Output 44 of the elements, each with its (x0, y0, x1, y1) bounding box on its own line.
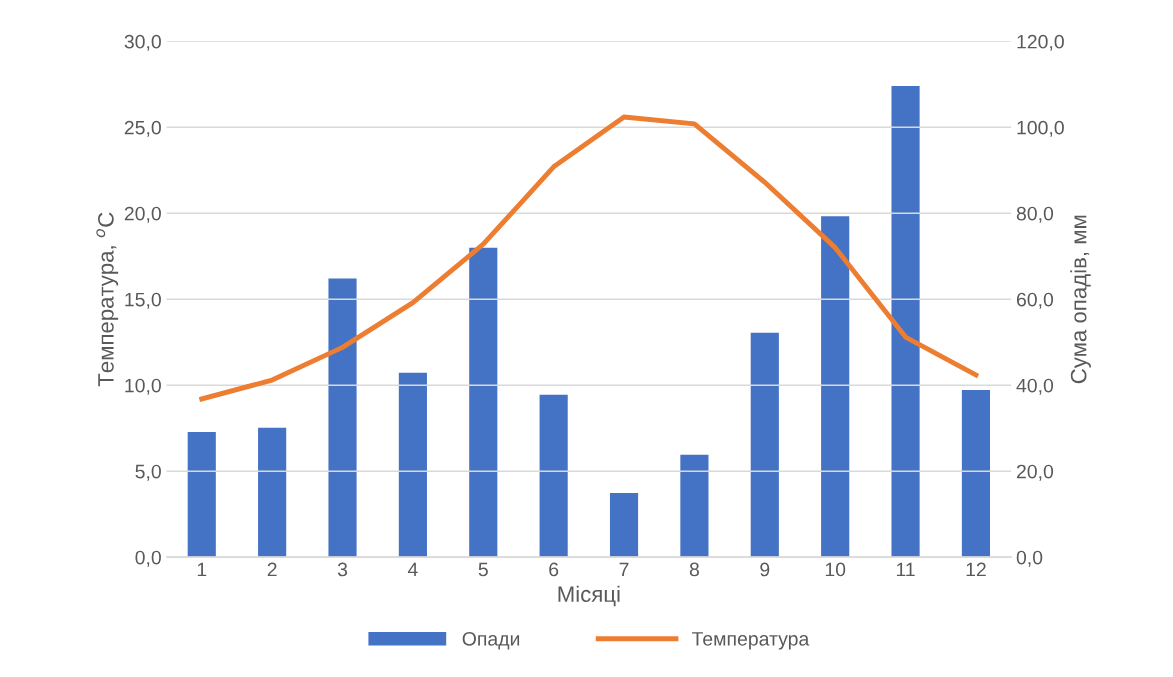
y-axis-title: Температура, $^{o}$C (96, 212, 119, 387)
x-tick-label: 6 (549, 562, 559, 577)
x-tick-label: 2 (267, 562, 277, 577)
bar (891, 86, 920, 558)
x-tick-label: 10 (825, 562, 846, 577)
bar (750, 332, 779, 558)
line-series (199, 114, 979, 402)
x-tick-label: 8 (689, 562, 699, 577)
bar (258, 427, 287, 558)
y2-tick-label: 0,0 (1016, 550, 1043, 567)
y-tick-label: 0,0 (135, 550, 161, 567)
y2-tick-label: 40,0 (1016, 378, 1054, 395)
y-tick-label: 15,0 (125, 292, 161, 309)
bar (680, 454, 709, 558)
y2-tick-label: 20,0 (1016, 464, 1054, 481)
bar (961, 389, 991, 558)
y-tick-label: 25,0 (124, 120, 161, 137)
y2-tick-label: 80,0 (1016, 206, 1054, 223)
y-tick-label: 30,0 (124, 34, 161, 51)
bar (821, 216, 850, 558)
y-tick-label: 20,0 (124, 206, 161, 223)
x-tick-label: 11 (896, 562, 915, 577)
y2-tick-label: 120,0 (1017, 34, 1064, 51)
x-tick-label: 9 (760, 562, 770, 577)
y2-tick-label: 100,0 (1017, 120, 1064, 137)
bar (187, 432, 216, 558)
x-axis-title: Місяці (558, 585, 620, 607)
x-tick-label: 7 (619, 562, 629, 577)
x-tick-label: 5 (478, 562, 488, 577)
bar (469, 247, 498, 558)
x-tick-label: 4 (407, 562, 418, 577)
y-tick-label: 5,0 (135, 464, 161, 481)
x-tick-label: 1 (197, 562, 207, 577)
bar (328, 278, 357, 558)
bar (609, 493, 639, 558)
x-tick-label: 3 (337, 562, 348, 577)
y-tick-label: 10,0 (125, 378, 161, 395)
legend-label: Температура (691, 632, 810, 650)
x-tick-label: 12 (966, 562, 986, 577)
bar (539, 394, 568, 558)
y2-axis-title: Сума опадів, мм (1070, 215, 1091, 384)
y2-tick-label: 60,0 (1016, 292, 1054, 309)
legend-label: Опади (462, 631, 520, 650)
bar (398, 372, 427, 558)
